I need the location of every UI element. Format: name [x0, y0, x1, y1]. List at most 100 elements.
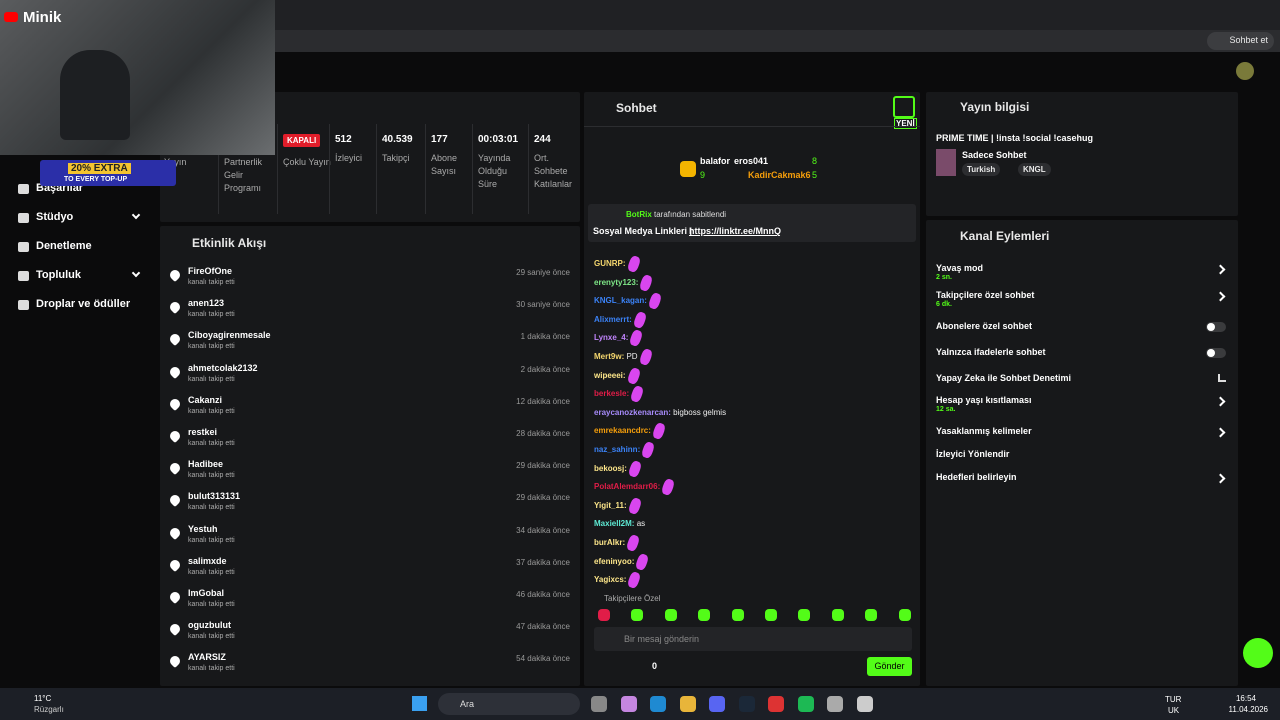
avatar[interactable] [1236, 62, 1254, 80]
action-label[interactable]: Yalnızca ifadelerle sohbet [936, 347, 1046, 357]
nav-item[interactable]: Denetleme [36, 240, 92, 252]
chat-text: bigboss gelmis [670, 407, 727, 417]
send-button[interactable]: Gönder [867, 657, 912, 676]
follow-action: kanalı takip etti [188, 375, 235, 383]
chat-user[interactable]: wipeeei: [594, 370, 626, 380]
emote-quick[interactable] [898, 609, 911, 621]
pinned-link[interactable]: https://linktr.ee/MnnQ [689, 226, 782, 236]
nav-item[interactable]: Topluluk [36, 269, 82, 281]
chat-user[interactable]: bekoosj: [594, 463, 627, 473]
follow-action: kanalı takip etti [188, 407, 235, 415]
action-label[interactable]: Yavaş mod [936, 263, 984, 273]
message-input[interactable]: Bir mesaj gönderin [594, 627, 912, 651]
emote-quick[interactable] [664, 609, 677, 621]
nav-item[interactable]: Droplar ve ödüller [36, 298, 131, 310]
chart-icon[interactable] [1218, 374, 1226, 382]
emote-quick[interactable] [631, 609, 644, 621]
action-label[interactable]: Takipçilere özel sohbet [936, 290, 1035, 300]
chat-user[interactable]: efeninyoo: [594, 556, 635, 566]
help-button[interactable] [1243, 638, 1273, 668]
event-time: 34 dakika önce [516, 525, 570, 535]
chat-message: Alixmerrt: [594, 310, 648, 330]
toggle[interactable] [1206, 322, 1226, 332]
emote-quick[interactable] [765, 609, 777, 621]
nav-icon [18, 242, 29, 252]
app-icon[interactable] [827, 696, 843, 712]
menu-button[interactable] [893, 96, 915, 118]
follow-action: kanalı takip etti [188, 536, 235, 544]
search-box[interactable]: Ara [438, 693, 580, 715]
chat-user[interactable]: burAlkr: [594, 538, 626, 548]
chat-user[interactable]: Yigit_11: [594, 500, 627, 510]
action-label[interactable]: Hesap yaşı kısıtlaması [936, 395, 1032, 405]
emote-quick[interactable] [731, 609, 744, 621]
action-label[interactable]: Abonelere özel sohbet [936, 321, 1033, 331]
chat-user[interactable]: eraycanozkenarcan: [594, 407, 671, 417]
app-icon[interactable] [768, 696, 784, 712]
chat-message: Mert9w: PD [594, 347, 654, 367]
right-toolbar [1240, 92, 1280, 686]
app-icon[interactable] [679, 696, 696, 712]
action-label[interactable]: Yasaklanmış kelimeler [936, 426, 1032, 436]
chat-user[interactable]: Alixmerrt: [594, 314, 632, 324]
action-label[interactable]: Hedefleri belirleyin [936, 472, 1017, 482]
stat-label: Yayında Olduğu Süre [478, 153, 511, 189]
action-label[interactable]: Yapay Zeka ile Sohbet Denetimi [936, 373, 1072, 383]
tag[interactable]: Turkish [962, 163, 1001, 176]
follow-action: kanalı takip etti [188, 601, 235, 608]
app-icon[interactable] [797, 696, 814, 712]
chevron[interactable] [1215, 264, 1226, 275]
address-bar: Sohbet et [0, 30, 1280, 52]
emote-quick[interactable] [831, 609, 844, 621]
follower-name: FireOfOne [188, 266, 233, 276]
emote [632, 310, 648, 330]
pinned-message: BotRix tarafından sabitlendi Sosyal Medya … [588, 204, 916, 242]
chat-user[interactable]: naz_sahinn: [594, 445, 641, 455]
stat-value: 244 [534, 134, 551, 145]
chevron[interactable] [1215, 396, 1226, 407]
emote-quick[interactable] [798, 609, 811, 621]
app-icon[interactable] [620, 696, 637, 712]
tag[interactable]: KNGL [1018, 163, 1051, 176]
app-icon[interactable] [591, 696, 607, 712]
chevron[interactable] [1215, 427, 1226, 438]
emote-quick[interactable] [598, 609, 610, 621]
emote [627, 570, 642, 590]
follower-name: Hadibee [188, 459, 224, 470]
chat-button[interactable]: Sohbet et [1207, 32, 1274, 50]
follower-name: salimxde [188, 555, 227, 566]
top-rank [680, 161, 696, 177]
toggle[interactable] [1206, 348, 1226, 358]
chat-user[interactable]: berkesle: [594, 389, 630, 399]
chevron[interactable] [1215, 291, 1226, 302]
follower-name: restkei [188, 427, 218, 437]
emote-quick[interactable] [698, 609, 711, 621]
app-icon[interactable] [856, 696, 873, 712]
chat-user[interactable]: erenyty123: [594, 277, 639, 287]
emote-quick[interactable] [865, 609, 878, 621]
chat-user[interactable]: GUNRP: [594, 259, 626, 269]
start-button[interactable] [412, 696, 427, 711]
weather-desc: Rüzgarlı [34, 705, 64, 714]
action-label[interactable]: İzleyici Yönlendir [936, 449, 1010, 459]
chat-user[interactable]: Mert9w: [594, 352, 625, 362]
emote [635, 552, 650, 571]
chat-user[interactable]: Lynxe_4: [594, 333, 629, 343]
stat-value: 00:03:01 [478, 134, 519, 145]
category: Sadece Sohbet [962, 150, 1027, 160]
chat-user[interactable]: Yagixcs: [594, 575, 627, 585]
follower-name: ahmetcolak2132 [188, 362, 258, 373]
chat-user[interactable]: emrekaancdrc: [594, 426, 651, 436]
chat-user[interactable]: KNGL_kagan: [594, 296, 647, 306]
chevron[interactable] [1215, 473, 1226, 484]
follow-action: kanalı takip etti [188, 665, 235, 673]
app-icon[interactable] [738, 696, 755, 712]
chat-user[interactable]: PolatAlemdarr06: [594, 482, 661, 492]
app-icon[interactable] [709, 696, 725, 712]
lang: TUR [1165, 695, 1182, 704]
chat-user[interactable]: Maxiell2M: [594, 519, 635, 529]
nav-item[interactable]: Stüdyo [36, 211, 74, 223]
follow-action: kanalı takip etti [188, 568, 235, 576]
app-icon[interactable] [650, 696, 666, 712]
